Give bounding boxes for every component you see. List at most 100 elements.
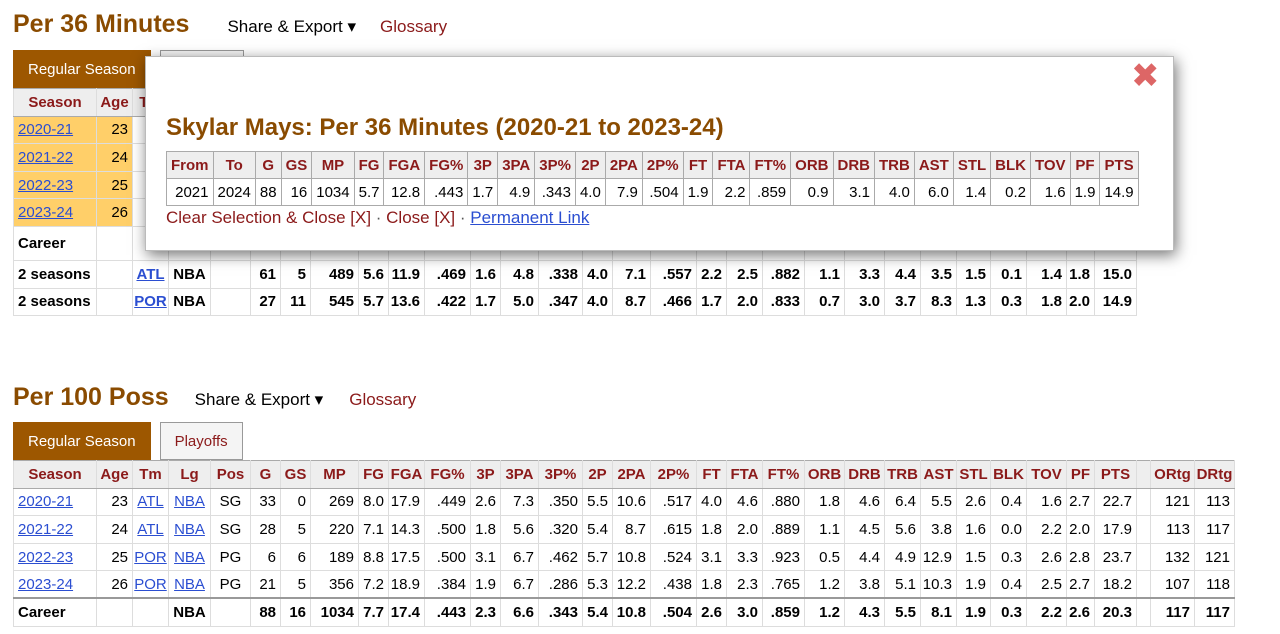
stat-cell: 107 (1150, 570, 1195, 599)
col-header[interactable]: 2P (582, 460, 613, 489)
team-link[interactable]: POR (134, 575, 167, 593)
season-cell: 2021-22 (13, 143, 97, 172)
season-link[interactable]: 2020-21 (18, 121, 74, 139)
col-header[interactable]: 2P% (650, 460, 697, 489)
stat-cell: 0.4 (990, 487, 1027, 517)
per100-share-export[interactable]: Share & Export ▾ (194, 390, 324, 409)
col-header[interactable]: Pos (210, 460, 251, 489)
col-header[interactable]: PF (1066, 460, 1095, 489)
stat-cell: .422 (424, 287, 471, 317)
table-row: 2021-22 24 ATL NBA SG 28 5 220 7.1 14.3.500 1.8 5.6… (13, 515, 1235, 544)
col-header[interactable]: ORtg (1150, 460, 1195, 489)
col-header: From (166, 151, 214, 179)
col-header: G (254, 151, 282, 179)
col-header[interactable]: BLK (990, 460, 1027, 489)
col-header[interactable]: Lg (168, 460, 211, 489)
season-link[interactable]: 2020-21 (18, 493, 74, 511)
clear-selection-close-link[interactable]: Clear Selection & Close [X] (166, 208, 372, 227)
col-header[interactable]: TRB (884, 460, 921, 489)
col-header[interactable]: Age (96, 88, 133, 117)
season-link[interactable]: 2023-24 (18, 575, 74, 593)
col-header[interactable]: AST (920, 460, 957, 489)
stat-cell: 2.0 (1066, 515, 1095, 544)
permanent-link[interactable]: Permanent Link (470, 208, 590, 227)
stat-cell: 16 (280, 178, 313, 206)
season-link[interactable]: 2023-24 (18, 204, 74, 222)
col-header[interactable]: FTA (726, 460, 763, 489)
col-header[interactable]: FGA (388, 460, 425, 489)
col-header[interactable]: G (250, 460, 281, 489)
col-header[interactable]: 3PA (500, 460, 539, 489)
age-cell: 26 (96, 570, 133, 599)
team-link[interactable]: ATL (137, 493, 164, 511)
col-header: DRB (832, 151, 875, 179)
stat-cell: 3.8 (844, 570, 885, 599)
stat-cell: .438 (650, 570, 697, 599)
col-header[interactable]: Season (13, 460, 97, 489)
stat-cell: 13.6 (388, 287, 425, 317)
per36-share-export[interactable]: Share & Export ▾ (227, 17, 356, 36)
col-header[interactable]: DRtg (1194, 460, 1235, 489)
col-header[interactable]: Season (13, 88, 97, 117)
stat-cell: 8.3 (920, 287, 957, 317)
col-header[interactable]: ORB (804, 460, 845, 489)
team-link[interactable]: ATL (137, 520, 164, 538)
season-cell: 2022-23 (13, 170, 97, 200)
league-link[interactable]: NBA (174, 520, 205, 538)
col-header[interactable]: DRB (844, 460, 885, 489)
team-link[interactable]: POR (134, 293, 167, 311)
col-header[interactable]: FT% (762, 460, 805, 489)
col-header[interactable]: 3P (470, 460, 501, 489)
team-link[interactable]: ATL (136, 265, 165, 283)
season-link[interactable]: 2021-22 (18, 148, 74, 166)
col-header[interactable]: 2PA (612, 460, 651, 489)
col-header[interactable]: FG (358, 460, 389, 489)
per36-tab-regular-season[interactable]: Regular Season (13, 50, 151, 88)
per36-glossary-link[interactable]: Glossary (380, 17, 448, 36)
per100-tab-playoffs[interactable]: Playoffs (159, 422, 243, 460)
stat-cell: .504 (641, 178, 684, 206)
col-header[interactable]: GS (280, 460, 311, 489)
stat-cell: 1.4 (1026, 259, 1067, 289)
league-link[interactable]: NBA (174, 493, 205, 511)
col-header[interactable]: Tm (132, 460, 169, 489)
stat-cell: 1.1 (804, 515, 845, 544)
col-header[interactable]: PTS (1094, 460, 1137, 489)
stat-cell: 1.9 (682, 178, 714, 206)
stat-cell: 0.9 (790, 178, 834, 206)
stat-cell: 7.1 (612, 259, 651, 289)
season-link[interactable]: 2022-23 (18, 176, 74, 194)
col-header[interactable]: FG% (424, 460, 471, 489)
stat-cell: 1.9 (470, 570, 501, 599)
stat-cell: 3.3 (726, 542, 763, 572)
stat-cell: .615 (650, 515, 697, 544)
stat-cell: 1.6 (1030, 178, 1071, 206)
col-header: 3P% (534, 151, 576, 179)
league-link[interactable]: NBA (174, 575, 205, 593)
col-header[interactable]: STL (956, 460, 991, 489)
stat-cell: 6 (250, 542, 281, 572)
close-link[interactable]: Close [X] (386, 208, 456, 227)
season-link[interactable]: 2022-23 (18, 548, 74, 566)
col-header[interactable]: FT (696, 460, 727, 489)
season-link[interactable]: 2021-22 (18, 520, 74, 538)
stat-cell: 0.0 (990, 515, 1027, 544)
col-header: FT% (749, 151, 792, 179)
stat-cell: 8.1 (920, 597, 957, 627)
stat-cell: 4.9 (497, 178, 536, 206)
col-header[interactable]: 3P% (538, 460, 583, 489)
col-header[interactable]: MP (310, 460, 359, 489)
team-link[interactable]: POR (134, 548, 167, 566)
per100-glossary-link[interactable]: Glossary (349, 390, 417, 409)
stat-cell: 0.4 (990, 570, 1027, 599)
stat-cell: 4.4 (844, 542, 885, 572)
col-header[interactable]: TOV (1026, 460, 1067, 489)
league-link[interactable]: NBA (174, 548, 205, 566)
stat-cell: 17.4 (388, 597, 425, 627)
pos-cell: PG (210, 570, 251, 599)
col-header[interactable]: Age (96, 460, 133, 489)
col-header: STL (952, 151, 992, 179)
per100-tab-regular-season[interactable]: Regular Season (13, 422, 151, 460)
close-icon[interactable]: ✖ (1131, 57, 1160, 95)
stat-cell: .880 (762, 487, 805, 517)
